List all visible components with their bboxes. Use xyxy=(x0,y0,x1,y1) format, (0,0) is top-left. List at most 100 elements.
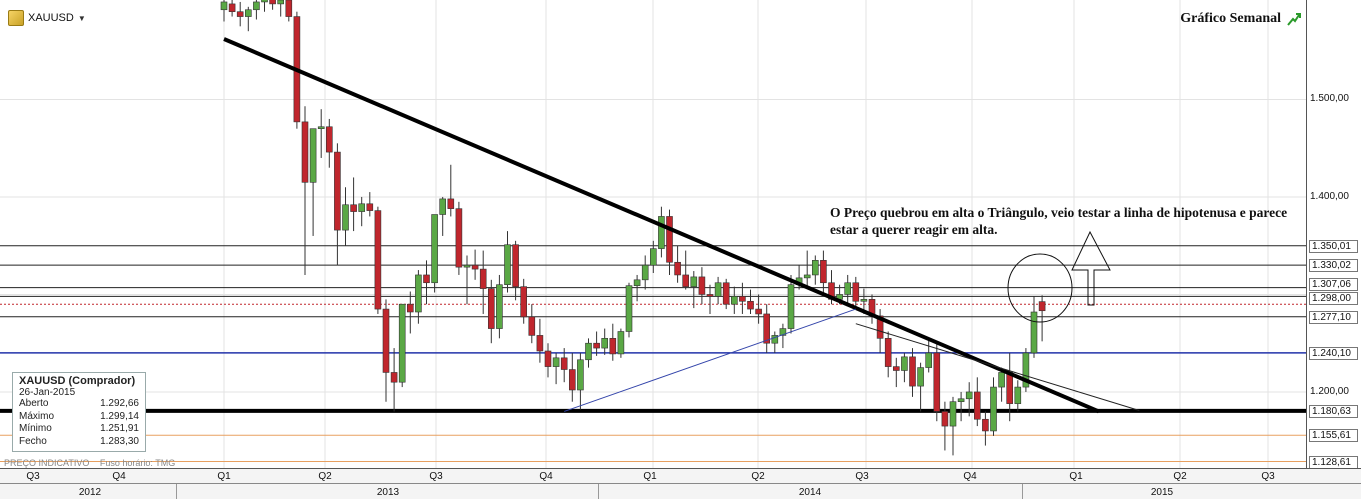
quarter-label: Q2 xyxy=(1173,471,1187,482)
timezone-label: Fuso horário: TMG xyxy=(99,458,176,468)
candle-body xyxy=(722,282,730,305)
candle-body xyxy=(633,279,641,286)
quarter-label: Q3 xyxy=(855,471,869,482)
candle-body xyxy=(568,369,576,391)
indicative-price-label: PREÇO INDICATIVO xyxy=(4,458,90,468)
info-row-high: Máximo 1.299,14 xyxy=(19,410,139,422)
candle-body xyxy=(309,128,317,183)
candle-body xyxy=(325,126,333,153)
chart-area[interactable] xyxy=(0,0,1306,468)
candle-body xyxy=(714,282,722,297)
candle-body xyxy=(585,342,592,361)
gold-bar-icon xyxy=(8,10,24,26)
candle-body xyxy=(917,367,924,387)
candle-body xyxy=(941,411,949,427)
candle-body xyxy=(431,214,438,284)
info-row-open: Aberto 1.292,66 xyxy=(19,398,139,409)
candle-body xyxy=(779,328,787,336)
quarter-label: Q1 xyxy=(1069,471,1083,482)
quarter-label: Q3 xyxy=(26,471,40,482)
candle-body xyxy=(228,3,236,13)
candle-body xyxy=(901,356,908,371)
candle-body xyxy=(682,274,690,287)
candle-body xyxy=(860,299,868,302)
price-axis-label: 1.200,00 xyxy=(1310,385,1349,397)
candle-body xyxy=(577,359,584,391)
chart-title: Gráfico Semanal xyxy=(1180,11,1301,27)
candle-body xyxy=(990,386,997,432)
chevron-down-icon[interactable]: ▼ xyxy=(77,13,86,23)
candle-body xyxy=(649,248,657,266)
footer-note: PREÇO INDICATIVO Fuso horário: TMG xyxy=(4,458,175,468)
candle-body xyxy=(844,282,852,295)
candle-body xyxy=(593,342,600,349)
price-tag: 1.350,01 xyxy=(1309,239,1358,253)
candle-body xyxy=(301,121,309,183)
candle-body xyxy=(512,244,519,287)
candle-body xyxy=(520,286,528,318)
price-tag: 1.277,10 xyxy=(1309,310,1358,324)
candle-body xyxy=(706,294,714,297)
year-divider xyxy=(176,483,177,499)
year-label: 2015 xyxy=(1150,487,1174,498)
candle-body xyxy=(852,282,860,302)
quarter-label: Q1 xyxy=(217,471,231,482)
chart-canvas[interactable] xyxy=(0,0,1306,468)
candle-body xyxy=(1014,386,1022,404)
candle-body xyxy=(909,356,916,387)
time-axis-separator xyxy=(0,483,1361,484)
candle-body xyxy=(787,284,795,329)
quarter-label: Q2 xyxy=(751,471,765,482)
candle-body xyxy=(884,338,892,367)
candle-body xyxy=(892,366,900,371)
candle-body xyxy=(609,338,617,355)
price-tag: 1.240,10 xyxy=(1309,346,1358,360)
candle-body xyxy=(496,284,503,329)
candle-body xyxy=(463,264,471,268)
quarter-label: Q4 xyxy=(963,471,977,482)
candle-body xyxy=(487,288,495,329)
candle-body xyxy=(1038,301,1046,312)
candle-body xyxy=(674,261,681,276)
ohlc-info-box: XAUUSD (Comprador) 26-Jan-2015 Aberto 1.2… xyxy=(12,372,146,452)
candle-body xyxy=(641,264,649,281)
year-label: 2012 xyxy=(78,487,102,498)
candle-body xyxy=(666,216,673,263)
candle-body xyxy=(1006,372,1014,404)
candle-body xyxy=(957,398,965,402)
year-label: 2014 xyxy=(798,487,822,498)
candle-body xyxy=(236,11,244,17)
candle-body xyxy=(390,372,398,383)
candle-body xyxy=(317,126,325,129)
candle-body xyxy=(811,260,819,276)
year-divider xyxy=(1022,483,1023,499)
price-axis[interactable]: 1.500,00 1.400,00 1.200,00 1.350,01 1.330,02… xyxy=(1306,0,1361,469)
chart-annotation: O Preço quebrou em alta o Triângulo, vei… xyxy=(830,205,1288,237)
quarter-label: Q3 xyxy=(429,471,443,482)
candle-body xyxy=(625,285,633,332)
candle-body xyxy=(982,418,989,432)
candle-body xyxy=(1022,352,1030,388)
candle-body xyxy=(973,391,981,420)
price-tag: 1.298,00 xyxy=(1309,292,1358,306)
candle-body xyxy=(690,276,698,287)
year-label: 2013 xyxy=(376,487,400,498)
symbol-selector[interactable]: XAUUSD ▼ xyxy=(8,10,86,26)
price-tag: 1.128,61 xyxy=(1309,455,1358,469)
time-axis[interactable]: Q3 Q4 Q1 Q2 Q3 Q4 Q1 Q2 Q3 Q4 Q1 Q2 Q3 2012 2013 2014 20… xyxy=(0,468,1361,499)
candle-body xyxy=(730,296,738,305)
trendline-main-downtrend xyxy=(223,37,1100,414)
info-box-date: 26-Jan-2015 xyxy=(19,387,76,398)
candle-body xyxy=(374,210,382,310)
quarter-label: Q4 xyxy=(539,471,553,482)
candle-body xyxy=(439,198,447,215)
candle-body xyxy=(965,391,973,400)
info-row-low: Mínimo 1.251,91 xyxy=(19,423,139,434)
candle-body xyxy=(471,264,479,270)
candle-body xyxy=(755,308,762,315)
candle-body xyxy=(415,274,422,313)
highlight-circle xyxy=(1007,253,1073,323)
quarter-label: Q1 xyxy=(643,471,657,482)
candle-body xyxy=(763,313,771,344)
trendline-rising-support xyxy=(564,308,856,412)
